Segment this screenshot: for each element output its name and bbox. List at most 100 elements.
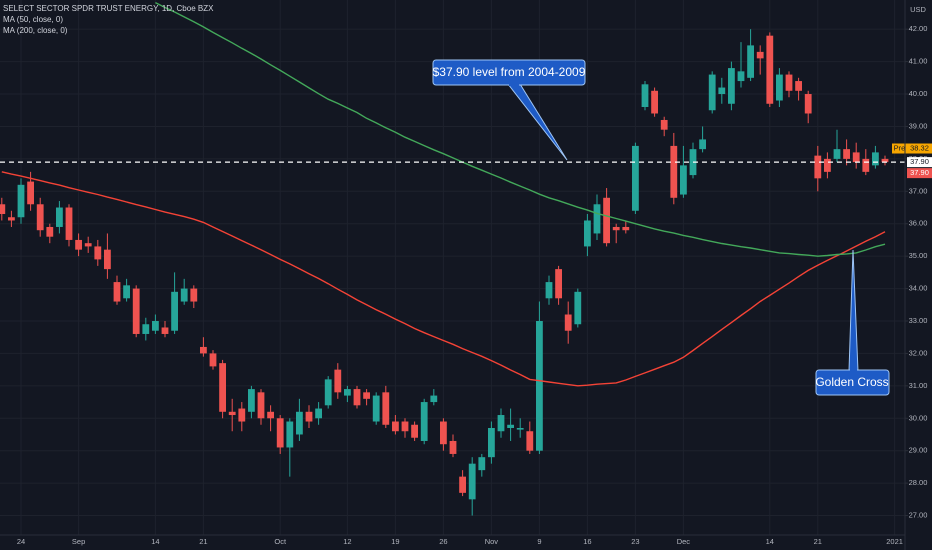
candle-body	[430, 395, 438, 403]
x-tick-label: Sep	[72, 537, 85, 546]
candle-body	[708, 74, 716, 111]
candle-body	[766, 35, 774, 104]
candle-body	[440, 421, 447, 445]
candle-body	[651, 90, 658, 114]
candle-body	[75, 239, 82, 250]
y-tick-label: 35.00	[909, 251, 928, 260]
candle-body	[17, 184, 25, 218]
level-badge: 37.90	[910, 157, 929, 166]
x-tick-label: Oct	[274, 537, 287, 546]
candle-body	[382, 392, 390, 425]
candle-body	[804, 94, 812, 114]
last-badge: 37.90	[910, 168, 929, 177]
pre-badge-value: 38.32	[910, 143, 929, 152]
candle-body	[795, 81, 802, 91]
candle-body	[564, 314, 572, 331]
candle-body	[574, 291, 582, 325]
candle-body	[219, 363, 226, 412]
candle-body	[238, 408, 246, 422]
chart-title: SELECT SECTOR SPDR TRUST ENERGY, 1D, Cbo…	[3, 4, 214, 13]
y-tick-label: 30.00	[909, 413, 928, 422]
candle-body	[536, 321, 543, 451]
candle-body	[84, 243, 92, 247]
candle-body	[65, 207, 73, 240]
candle-body	[113, 282, 121, 302]
candle-body	[449, 440, 457, 454]
candle-body	[555, 269, 562, 299]
candle-body	[680, 165, 687, 195]
candle-body	[660, 119, 668, 130]
callout-text: Golden Cross	[815, 375, 888, 389]
candle-body	[545, 282, 553, 299]
candle-body	[488, 428, 495, 458]
callout-joint	[509, 83, 519, 86]
last-badge-bg	[907, 168, 932, 179]
x-tick-label: 21	[814, 537, 822, 546]
candle-body	[104, 249, 111, 270]
candle-body	[27, 181, 34, 205]
candle-body	[209, 353, 217, 367]
candle-body	[507, 424, 514, 428]
y-tick-label: 28.00	[909, 478, 928, 487]
candle-body	[497, 415, 505, 432]
y-tick-label: 42.00	[909, 24, 928, 33]
candle-body	[248, 389, 255, 412]
candle-body	[334, 369, 342, 393]
candle-body	[132, 288, 140, 334]
x-tick-label: Nov	[485, 537, 499, 546]
x-tick-label: Dec	[677, 537, 691, 546]
y-tick-label: 33.00	[909, 316, 928, 325]
x-tick-label: 2021	[886, 537, 903, 546]
candle-body	[526, 431, 534, 451]
candle-body	[833, 149, 841, 159]
overlay: Pre 38.32 37.90 37.90	[0, 143, 932, 179]
plot	[0, 1, 889, 516]
candle-body	[612, 226, 620, 231]
candle-body	[56, 207, 63, 227]
y-tick-label: 39.00	[909, 121, 928, 130]
pre-badge-label: Pre	[894, 143, 906, 152]
candle-body	[152, 321, 159, 331]
callout-joint	[850, 369, 857, 372]
candle-body	[296, 411, 303, 435]
candle-body	[190, 288, 198, 302]
candle-body	[516, 428, 524, 430]
candle-body	[881, 158, 889, 163]
legend-ma50: MA (50, close, 0)	[3, 15, 63, 24]
candle-body	[257, 392, 265, 419]
candle-body	[814, 155, 822, 179]
pre-badge-bg	[907, 143, 932, 154]
x-tick-label: 14	[766, 537, 774, 546]
x-tick-label: 16	[583, 537, 591, 546]
candle-body	[36, 204, 44, 231]
candle-body	[862, 158, 870, 172]
candle-body	[8, 217, 15, 221]
legend-ma200: MA (200, close, 0)	[3, 26, 68, 35]
x-tick-label: 24	[17, 537, 25, 546]
candle-body	[142, 324, 150, 334]
y-tick-label: 31.00	[909, 381, 928, 390]
candle-body	[584, 220, 591, 247]
candle-body	[699, 139, 706, 150]
ma-line	[155, 1, 886, 257]
candle-body	[756, 51, 764, 59]
candle-body	[411, 424, 418, 438]
candle-body	[315, 408, 322, 419]
candle-body	[468, 463, 476, 500]
y-tick-label: 32.00	[909, 348, 928, 357]
candle-body	[785, 74, 793, 91]
y-tick-label: 37.00	[909, 186, 928, 195]
y-tick-label: 29.00	[909, 446, 928, 455]
candle-body	[852, 152, 860, 163]
currency-label: USD	[910, 5, 926, 14]
candle-body	[641, 84, 649, 107]
candle-body	[305, 411, 313, 422]
candle-body	[267, 411, 274, 419]
candle-body	[670, 145, 678, 198]
y-tick-label: 41.00	[909, 57, 928, 66]
candle-body	[171, 291, 178, 331]
candle-body	[94, 246, 102, 260]
candle-body	[632, 145, 639, 211]
x-tick-label: 14	[151, 537, 159, 546]
